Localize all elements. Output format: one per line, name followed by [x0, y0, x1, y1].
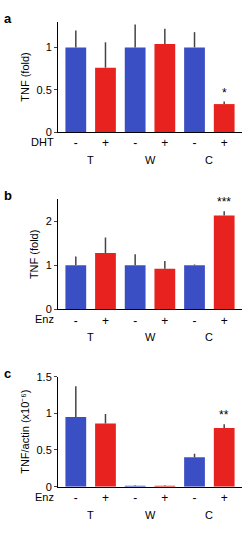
- svg-text:W: W: [145, 509, 156, 521]
- svg-text:-: -: [193, 314, 197, 328]
- svg-text:+: +: [161, 491, 168, 505]
- svg-text:W: W: [145, 331, 156, 343]
- svg-text:TNF (fold): TNF (fold): [28, 230, 40, 279]
- svg-text:-: -: [74, 491, 78, 505]
- svg-text:1: 1: [46, 41, 52, 53]
- svg-text:+: +: [102, 314, 109, 328]
- svg-text:1: 1: [46, 407, 52, 419]
- svg-text:-: -: [193, 136, 197, 150]
- svg-text:*: *: [222, 86, 227, 100]
- svg-text:b: b: [4, 188, 12, 203]
- svg-text:***: ***: [217, 195, 231, 209]
- svg-text:+: +: [161, 136, 168, 150]
- svg-text:0: 0: [46, 126, 52, 138]
- svg-text:+: +: [102, 491, 109, 505]
- svg-text:T: T: [87, 509, 94, 521]
- svg-text:+: +: [102, 136, 109, 150]
- svg-text:2: 2: [46, 215, 52, 227]
- svg-text:-: -: [133, 136, 137, 150]
- svg-text:-: -: [74, 314, 78, 328]
- svg-text:a: a: [4, 11, 12, 26]
- svg-text:+: +: [161, 314, 168, 328]
- svg-text:0: 0: [46, 481, 52, 493]
- svg-text:0.5: 0.5: [37, 444, 52, 456]
- svg-text:Enz: Enz: [35, 313, 54, 325]
- svg-text:1.5: 1.5: [37, 371, 52, 383]
- svg-text:Enz: Enz: [35, 491, 54, 503]
- svg-text:c: c: [4, 366, 11, 381]
- svg-text:-: -: [133, 314, 137, 328]
- svg-text:-: -: [133, 491, 137, 505]
- svg-text:TNF/actin (x10⁻⁶): TNF/actin (x10⁻⁶): [19, 390, 31, 474]
- svg-text:1: 1: [46, 259, 52, 271]
- svg-text:**: **: [219, 408, 229, 422]
- svg-text:T: T: [87, 154, 94, 166]
- svg-text:+: +: [221, 314, 228, 328]
- svg-text:TNF (fold): TNF (fold): [19, 52, 31, 102]
- svg-text:W: W: [145, 154, 156, 166]
- svg-text:C: C: [205, 509, 213, 521]
- svg-text:C: C: [205, 154, 213, 166]
- svg-text:0.5: 0.5: [37, 84, 52, 96]
- svg-text:+: +: [221, 491, 228, 505]
- svg-text:-: -: [193, 491, 197, 505]
- svg-text:DHT: DHT: [31, 136, 54, 148]
- svg-text:C: C: [205, 331, 213, 343]
- svg-text:0: 0: [46, 303, 52, 315]
- svg-text:T: T: [87, 331, 94, 343]
- svg-text:+: +: [221, 136, 228, 150]
- svg-text:-: -: [74, 136, 78, 150]
